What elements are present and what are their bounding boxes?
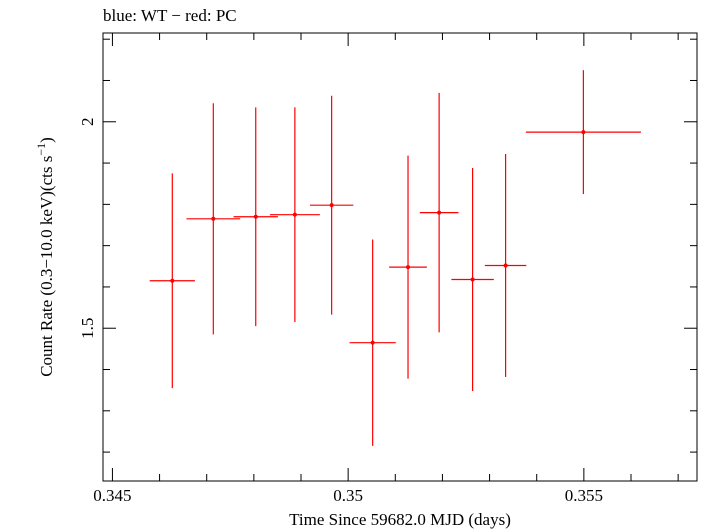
y-tick-label: 1.5 (78, 318, 97, 339)
data-point (253, 214, 258, 219)
x-axis-label: Time Since 59682.0 MJD (days) (289, 510, 511, 529)
x-tick-label: 0.35 (333, 486, 363, 505)
y-axis-label-end: ) (37, 137, 56, 143)
data-point (370, 340, 375, 345)
y-axis-label: Count Rate (0.3−10.0 keV)(cts s−1) (34, 137, 56, 377)
chart-title: blue: WT − red: PC (103, 6, 237, 25)
data-point (211, 216, 216, 221)
data-point (406, 265, 411, 270)
axis-ticks (103, 33, 697, 481)
tick-labels: 0.345 0.35 0.355 1.5 2 (78, 118, 603, 505)
data-point (470, 277, 475, 282)
data-point (581, 130, 586, 135)
data-point (292, 212, 297, 217)
y-tick-label: 2 (78, 118, 97, 127)
y-axis-label-exponent: −1 (34, 143, 48, 156)
data-point (170, 278, 175, 283)
x-tick-label: 0.345 (93, 486, 131, 505)
x-tick-label: 0.355 (565, 486, 603, 505)
plot-frame (102, 32, 698, 482)
data-point (329, 203, 334, 208)
plot-marks (149, 70, 641, 446)
data-point (503, 263, 508, 268)
data-point (437, 210, 442, 215)
y-axis-label-main: Count Rate (0.3−10.0 keV)(cts s (37, 156, 56, 377)
